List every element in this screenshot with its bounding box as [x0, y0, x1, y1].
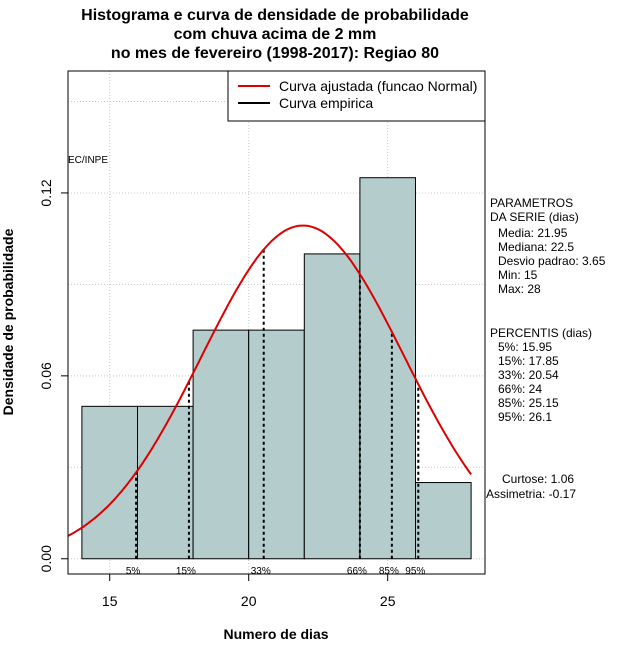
percentil-33: 33%: 20.54 [498, 368, 559, 382]
percentile-label: 66% [347, 566, 367, 577]
percentil-5: 5%: 15.95 [498, 340, 553, 354]
histogram-bar [303, 253, 361, 560]
y-tick-label: 0.12 [38, 179, 54, 206]
parametro-max: Max: 28 [498, 282, 541, 296]
curtose-value: Curtose: 1.06 [502, 472, 575, 486]
assimetria-value: Assimetria: -0.17 [486, 487, 577, 501]
x-tick-label: 25 [380, 593, 396, 609]
histogram-bars [81, 177, 472, 560]
percentile-label: 5% [126, 566, 141, 577]
x-axis-label: Numero de dias [223, 626, 328, 642]
x-tick-label: 20 [241, 593, 257, 609]
histogram-bar [192, 329, 250, 560]
parametro-media: Media: 21.95 [498, 226, 568, 240]
legend-box [227, 70, 486, 122]
watermark-text: EC/INPE [68, 155, 108, 166]
parametro-mediana: Mediana: 22.5 [498, 240, 575, 254]
legend-empirical-label: Curva empirica [279, 95, 373, 111]
percentile-label: 85% [379, 566, 399, 577]
chart-title-line-2: com chuva acima de 2 mm [173, 26, 377, 43]
x-tick-label: 15 [102, 593, 118, 609]
parametro-desvio: Desvio padrao: 3.65 [498, 254, 606, 268]
parametros-header: PARAMETROS DA SERIE (dias) [490, 196, 579, 224]
percentil-66: 66%: 24 [498, 382, 543, 396]
normal-fit-curve [68, 224, 472, 537]
chart-title-line-3: no mes de fevereiro (1998-2017): Regiao … [110, 45, 440, 62]
percentile-lines: 5% 15% 33% 66% 85% 95% [126, 249, 425, 577]
percentil-15: 15%: 17.85 [498, 354, 559, 368]
axes: 15 20 25 0.00 0.06 0.12 [38, 179, 396, 609]
percentile-label: 33% [251, 566, 271, 577]
parametro-min: Min: 15 [498, 268, 538, 282]
histogram-bar [359, 177, 416, 560]
percentil-95: 95%: 26.1 [498, 410, 553, 424]
percentile-label: 15% [176, 566, 196, 577]
histogram-bar [248, 329, 305, 560]
legend-fit-label: Curva ajustada (funcao Normal) [279, 78, 477, 94]
percentil-85: 85%: 25.15 [498, 396, 559, 410]
percentis-header: PERCENTIS (dias) [490, 326, 593, 340]
legend: Curva ajustada (funcao Normal) Curva emp… [227, 70, 486, 122]
y-tick-label: 0.00 [38, 545, 54, 572]
y-axis-label: Densidade de probabilidade [0, 228, 16, 415]
histogram-bar [137, 405, 194, 560]
percentile-label: 95% [405, 566, 425, 577]
y-tick-label: 0.06 [38, 362, 54, 389]
histogram-bar [415, 482, 472, 560]
chart-title-line-1: Histograma e curva de densidade de proba… [81, 7, 469, 24]
